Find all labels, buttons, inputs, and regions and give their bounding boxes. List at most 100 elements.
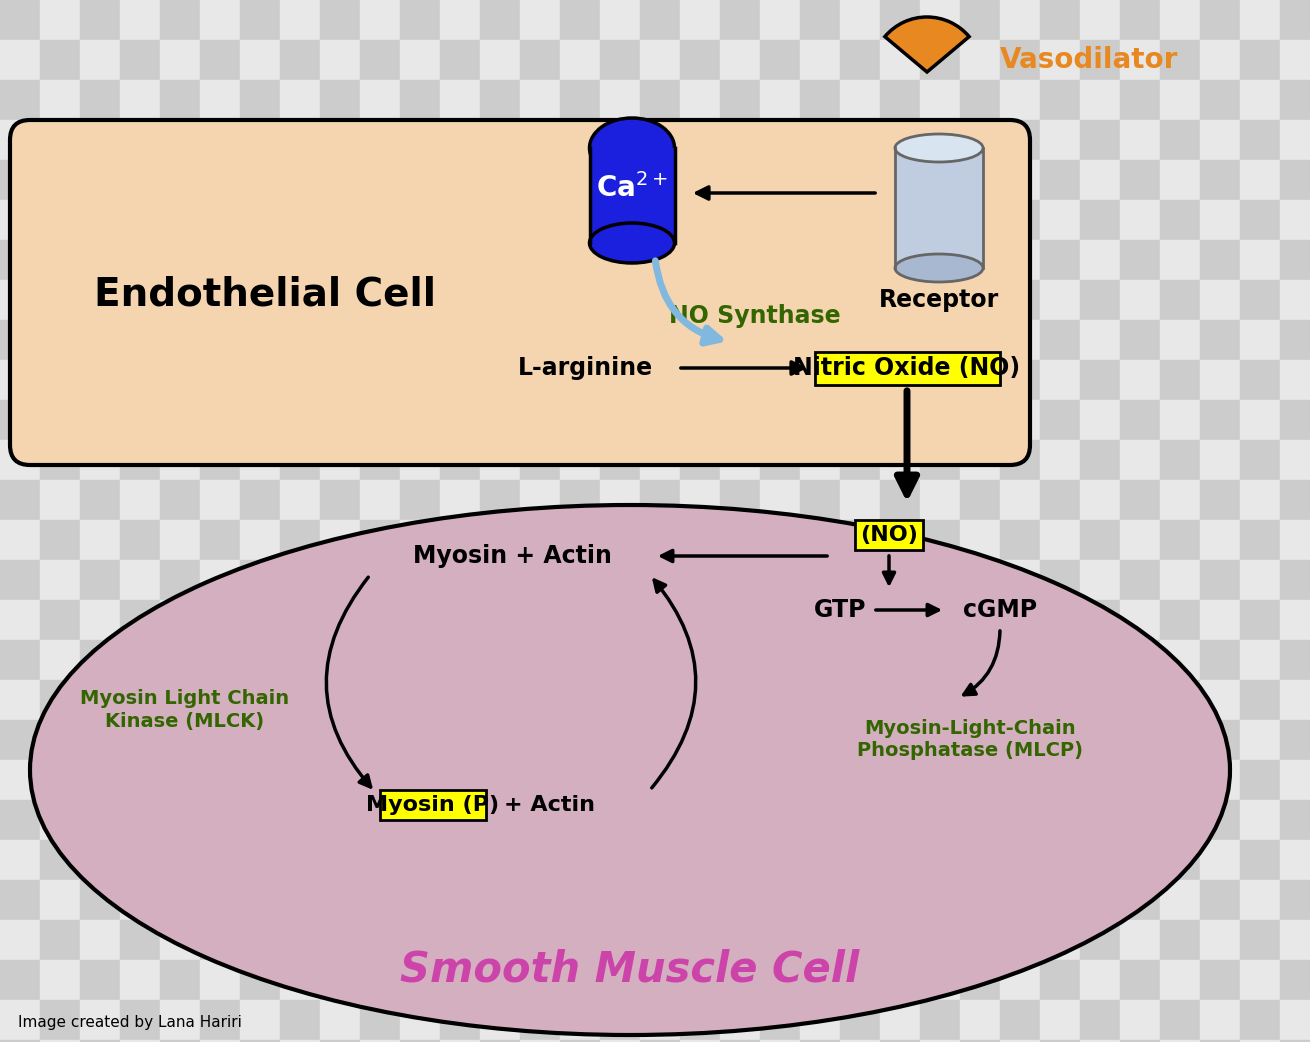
Bar	[1159, 1000, 1200, 1040]
Ellipse shape	[895, 254, 982, 282]
Bar	[1241, 80, 1280, 120]
Bar	[1241, 120, 1280, 160]
Bar	[440, 440, 479, 480]
Bar	[960, 520, 1000, 560]
Bar	[320, 359, 360, 400]
Bar	[1159, 800, 1200, 840]
Bar	[41, 640, 80, 680]
Bar	[280, 560, 320, 600]
Bar	[240, 240, 280, 280]
Bar	[280, 720, 320, 760]
Bar	[880, 600, 920, 640]
Bar	[440, 40, 479, 80]
Bar	[360, 720, 400, 760]
Text: Image created by Lana Hariri: Image created by Lana Hariri	[18, 1015, 242, 1029]
Ellipse shape	[30, 505, 1230, 1035]
Bar	[0, 80, 41, 120]
Bar	[920, 760, 960, 800]
Bar	[920, 960, 960, 1000]
Bar	[1000, 560, 1040, 600]
Bar	[1040, 720, 1079, 760]
Bar	[920, 800, 960, 840]
Bar	[1241, 520, 1280, 560]
Bar	[880, 40, 920, 80]
Bar	[360, 120, 400, 160]
Bar	[41, 240, 80, 280]
Bar	[840, 600, 880, 640]
Wedge shape	[884, 17, 969, 72]
Bar	[121, 280, 160, 320]
Bar	[41, 680, 80, 720]
Bar	[600, 80, 641, 120]
Bar	[800, 80, 840, 120]
Bar	[600, 400, 641, 440]
Bar	[1159, 680, 1200, 720]
Bar	[1040, 600, 1079, 640]
Bar	[600, 480, 641, 520]
Bar	[880, 280, 920, 320]
Bar	[320, 320, 360, 359]
Bar	[200, 40, 240, 80]
Bar	[840, 520, 880, 560]
Bar	[1000, 160, 1040, 200]
Bar	[41, 920, 80, 960]
Bar	[200, 840, 240, 880]
Bar	[200, 400, 240, 440]
Bar	[1079, 960, 1120, 1000]
Bar	[0, 160, 41, 200]
Bar	[600, 520, 641, 560]
Text: Myosin + Actin: Myosin + Actin	[413, 544, 612, 568]
Bar	[1280, 800, 1310, 840]
Bar	[1159, 440, 1200, 480]
Bar	[840, 0, 880, 40]
Bar	[1120, 480, 1159, 520]
Bar	[800, 160, 840, 200]
Bar	[160, 0, 200, 40]
Bar	[760, 920, 800, 960]
Bar	[880, 200, 920, 240]
Bar	[641, 200, 680, 240]
Text: GTP: GTP	[814, 598, 866, 622]
Bar	[121, 600, 160, 640]
Bar	[360, 0, 400, 40]
Bar	[1280, 40, 1310, 80]
Bar	[160, 40, 200, 80]
Text: Endothelial Cell: Endothelial Cell	[94, 276, 436, 314]
Bar	[680, 680, 720, 720]
Bar	[641, 800, 680, 840]
Bar	[520, 80, 559, 120]
Bar	[320, 480, 360, 520]
Bar	[520, 440, 559, 480]
Bar	[200, 920, 240, 960]
Bar	[160, 680, 200, 720]
Bar	[641, 840, 680, 880]
Bar	[479, 560, 520, 600]
Bar	[0, 800, 41, 840]
Bar	[559, 840, 600, 880]
Text: Myosin (P): Myosin (P)	[367, 795, 499, 815]
Bar	[160, 1000, 200, 1040]
Bar	[960, 840, 1000, 880]
Bar	[280, 0, 320, 40]
Bar	[240, 1000, 280, 1040]
Bar	[41, 880, 80, 920]
Bar	[760, 760, 800, 800]
Bar	[1079, 560, 1120, 600]
Bar	[1079, 0, 1120, 40]
Bar	[960, 880, 1000, 920]
Bar	[440, 960, 479, 1000]
Text: Receptor: Receptor	[879, 288, 1000, 312]
Bar	[1040, 440, 1079, 480]
Bar	[80, 0, 121, 40]
Bar	[800, 320, 840, 359]
Bar	[760, 400, 800, 440]
Bar	[1120, 720, 1159, 760]
Bar	[641, 359, 680, 400]
Bar	[840, 120, 880, 160]
Bar	[41, 400, 80, 440]
Bar	[960, 200, 1000, 240]
Bar	[80, 800, 121, 840]
Bar	[41, 160, 80, 200]
Bar	[520, 240, 559, 280]
Bar	[920, 480, 960, 520]
